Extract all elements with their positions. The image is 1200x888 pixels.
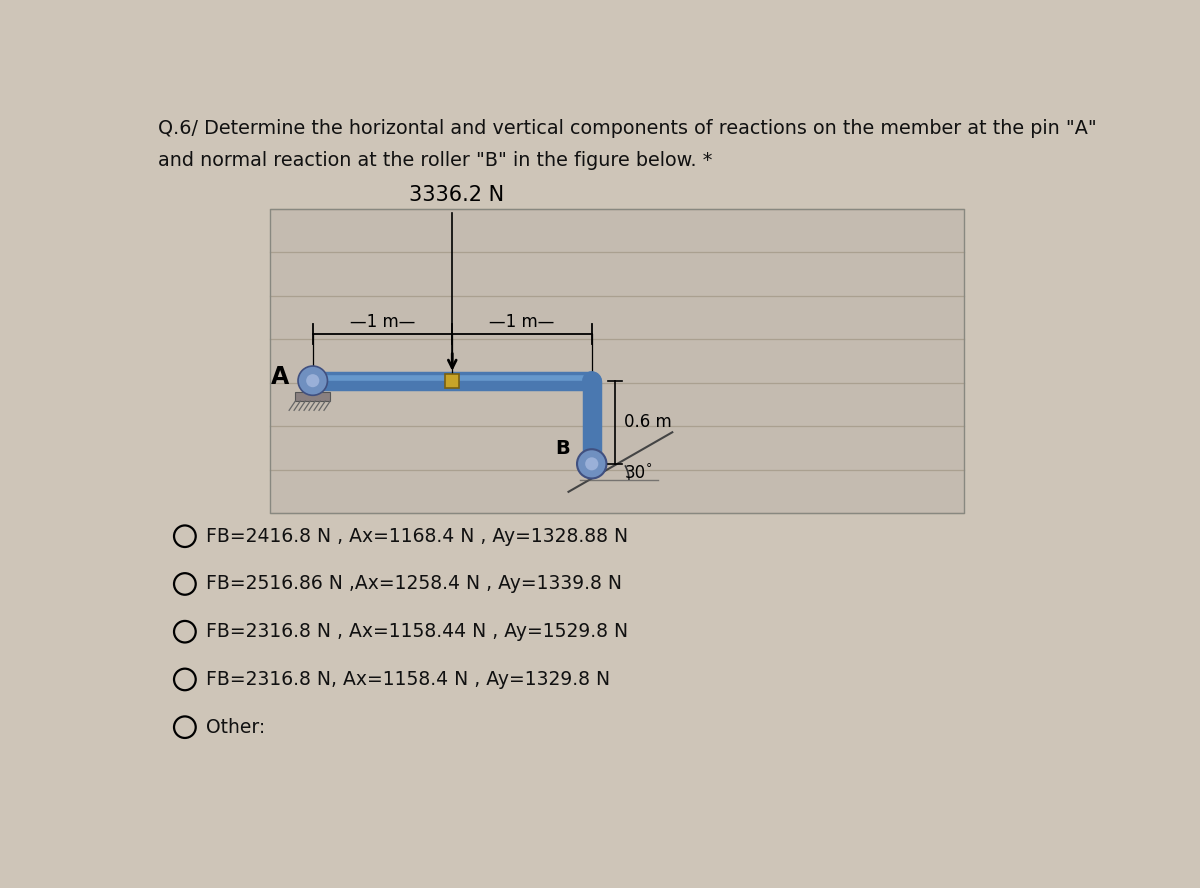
Text: Q.6/ Determine the horizontal and vertical components of reactions on the member: Q.6/ Determine the horizontal and vertic… [157, 119, 1097, 138]
Text: B: B [556, 439, 570, 457]
Text: A: A [271, 365, 289, 389]
Circle shape [583, 372, 601, 390]
Circle shape [586, 457, 599, 471]
Text: FB=2316.8 N, Ax=1158.4 N , Ay=1329.8 N: FB=2316.8 N, Ax=1158.4 N , Ay=1329.8 N [206, 670, 610, 689]
Text: Other:: Other: [206, 718, 265, 737]
Bar [295, 392, 330, 401]
Bar [270, 209, 964, 513]
Text: —1 m—: —1 m— [490, 313, 554, 330]
Bar [445, 374, 460, 387]
Text: 3336.2 N: 3336.2 N [408, 185, 504, 205]
Text: FB=2416.8 N , Ax=1168.4 N , Ay=1328.88 N: FB=2416.8 N , Ax=1168.4 N , Ay=1328.88 N [206, 527, 628, 546]
Text: °: ° [647, 462, 653, 475]
Circle shape [298, 366, 328, 395]
Text: FB=2516.86 N ,Ax=1258.4 N , Ay=1339.8 N: FB=2516.86 N ,Ax=1258.4 N , Ay=1339.8 N [206, 575, 622, 593]
Text: FB=2316.8 N , Ax=1158.44 N , Ay=1529.8 N: FB=2316.8 N , Ax=1158.44 N , Ay=1529.8 N [206, 622, 628, 641]
Circle shape [577, 449, 606, 479]
Text: 30: 30 [624, 464, 646, 482]
Text: —1 m—: —1 m— [350, 313, 415, 330]
Text: and normal reaction at the roller "B" in the figure below. *: and normal reaction at the roller "B" in… [157, 151, 712, 170]
Circle shape [306, 374, 319, 387]
Text: 0.6 m: 0.6 m [624, 413, 672, 432]
Bar [270, 209, 964, 513]
